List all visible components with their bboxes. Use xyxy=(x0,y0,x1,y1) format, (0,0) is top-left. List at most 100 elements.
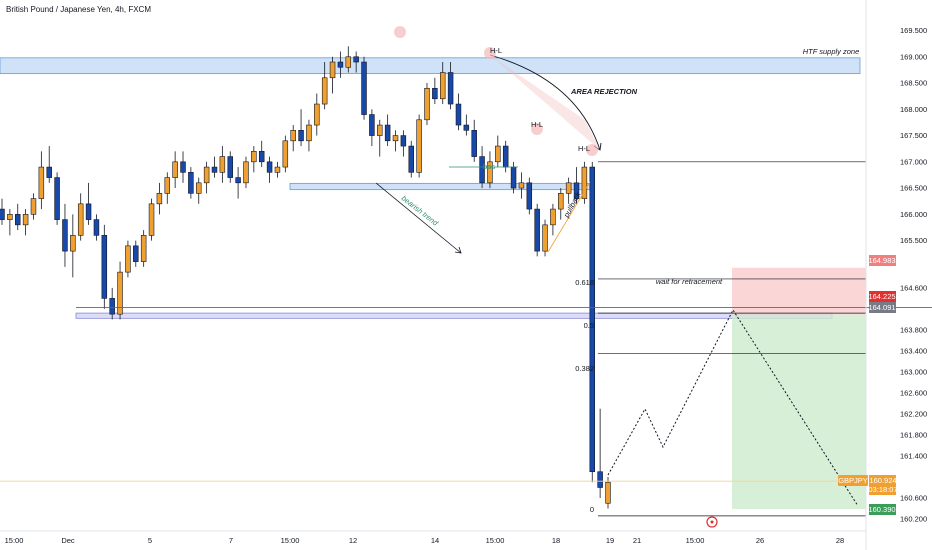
x-tick-label: 19 xyxy=(606,536,614,545)
candle-body xyxy=(203,166,210,184)
y-tick-label: 163.000 xyxy=(900,367,927,376)
candle-body xyxy=(77,203,84,236)
candle-body xyxy=(432,87,438,100)
candle-body xyxy=(227,156,233,178)
swing-marker xyxy=(531,123,543,135)
target-price-text: 160.390 xyxy=(868,505,895,514)
area-rejection-label: AREA REJECTION xyxy=(570,87,638,96)
candle-body xyxy=(101,235,108,299)
symbol-tag-text: GBPJPY xyxy=(838,476,868,485)
fib-382-label: 0.382 xyxy=(575,364,594,373)
candle-body xyxy=(22,214,29,226)
htf-supply-zone xyxy=(0,57,861,74)
y-tick-label: 160.200 xyxy=(900,515,927,524)
y-tick-label: 163.400 xyxy=(900,346,927,355)
x-tick-label: Dec xyxy=(61,536,75,545)
candle-body xyxy=(573,182,580,199)
candle-body xyxy=(133,245,139,262)
entry-price-text: 164.091 xyxy=(868,303,895,312)
swing-marker xyxy=(394,26,406,38)
swing-marker xyxy=(586,144,598,156)
candle-body xyxy=(369,114,375,136)
x-tick-label: 15:00 xyxy=(486,536,505,545)
candle-body xyxy=(156,193,163,205)
candle-body xyxy=(510,166,517,189)
candle-body xyxy=(282,140,289,168)
candle-body xyxy=(15,214,21,226)
candle-body xyxy=(408,145,414,173)
candle-body xyxy=(46,166,52,178)
y-tick-label: 161.400 xyxy=(900,451,927,460)
swing-marker xyxy=(484,47,496,59)
wait-retracement-label: wait for retracement xyxy=(656,277,723,286)
alert-price-tag xyxy=(869,291,896,302)
hl-top-label: H-L xyxy=(490,46,502,55)
candle-body xyxy=(258,151,265,163)
candles xyxy=(0,46,611,509)
x-tick-label: 26 xyxy=(756,536,764,545)
candle-body xyxy=(471,130,477,157)
candle-body xyxy=(0,208,5,220)
candle-body xyxy=(251,151,257,163)
candle-body xyxy=(266,161,273,173)
stop-price-text: 164.983 xyxy=(868,256,895,265)
candle-body xyxy=(196,182,202,194)
candle-body xyxy=(605,481,611,504)
candle-body xyxy=(384,124,391,142)
last-price-tag xyxy=(869,475,896,495)
candle-body xyxy=(306,124,312,142)
fib-618-label: 0.618 xyxy=(575,278,594,287)
candle-body xyxy=(211,166,218,173)
y-tick-label: 167.000 xyxy=(900,157,927,166)
x-tick-label: 28 xyxy=(836,536,844,545)
drawings xyxy=(0,26,932,517)
y-tick-label: 165.500 xyxy=(900,236,927,245)
candle-body xyxy=(70,235,76,252)
candle-body xyxy=(518,182,525,189)
candle-body xyxy=(30,198,37,215)
candle-body xyxy=(558,193,564,210)
candle-body xyxy=(7,214,13,220)
y-tick-label: 160.600 xyxy=(900,493,927,502)
candle-body xyxy=(274,166,281,173)
target-price-tag xyxy=(869,504,896,515)
candle-body xyxy=(321,77,328,105)
fib-0-label: 0 xyxy=(590,505,594,514)
candle-body xyxy=(589,166,595,473)
rejection-shade xyxy=(490,55,600,150)
candle-body xyxy=(243,161,249,184)
candle-body xyxy=(314,103,320,126)
projection-path xyxy=(607,308,859,507)
stop-price-tag xyxy=(869,255,896,266)
candle-body xyxy=(172,161,178,178)
candle-body xyxy=(345,56,352,68)
y-tick-label: 162.200 xyxy=(900,409,927,418)
candle-body xyxy=(188,172,194,194)
candle-body xyxy=(534,208,540,252)
candle-body xyxy=(479,156,485,184)
x-tick-label: 5 xyxy=(148,536,152,545)
candle-body xyxy=(290,130,296,142)
y-tick-label: 162.600 xyxy=(900,388,927,397)
candle-body xyxy=(125,245,131,273)
candle-body xyxy=(447,72,454,105)
y-tick-label: 168.500 xyxy=(900,79,927,88)
y-tick-label: 161.800 xyxy=(900,430,927,439)
candle-body xyxy=(148,203,155,236)
candle-body xyxy=(93,219,100,236)
candle-body xyxy=(180,161,186,173)
candle-body xyxy=(140,235,147,262)
bos-label: bos xyxy=(483,162,495,171)
chart-title: British Pound / Japanese Yen, 4h, FXCM xyxy=(6,5,151,14)
candle-body xyxy=(581,166,588,199)
candle-body xyxy=(502,145,509,168)
x-tick-label: 12 xyxy=(349,536,357,545)
candle-body xyxy=(361,61,367,115)
candle-body xyxy=(337,61,344,68)
candle-body xyxy=(353,56,359,63)
candle-body xyxy=(392,135,399,142)
hl-mid-label: H-L xyxy=(531,120,543,129)
candle-body xyxy=(85,203,92,220)
